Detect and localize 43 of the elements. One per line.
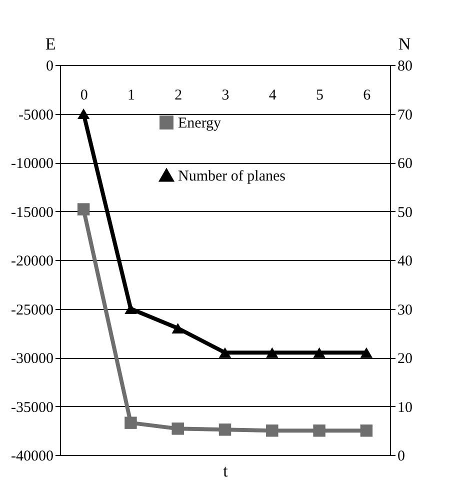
point: [172, 322, 184, 334]
x-tick-label: 3: [222, 88, 230, 104]
y2-tick-label: 40: [398, 254, 412, 270]
y2-axis-title: N: [398, 34, 411, 54]
legend-label: Energy: [178, 116, 222, 132]
x-tick-label: 5: [316, 88, 324, 104]
y2-tick-label: 0: [398, 448, 405, 464]
y-tick-label: -10000: [11, 156, 54, 172]
point: [360, 347, 373, 358]
point: [313, 347, 326, 358]
y-tick-label: -35000: [11, 400, 54, 416]
y2-tick-label: 60: [398, 156, 412, 172]
y2-tick-label: 50: [398, 204, 412, 221]
y-tick-label: 0: [46, 58, 54, 74]
point: [360, 424, 373, 437]
y2-tick-label: 30: [398, 302, 412, 318]
x-tick-label: 1: [127, 88, 135, 104]
y-tick-label: -30000: [11, 351, 54, 367]
point: [77, 203, 90, 216]
point: [218, 347, 232, 358]
point: [172, 422, 184, 435]
point: [218, 424, 232, 436]
y-tick-label: -20000: [11, 254, 54, 270]
point: [77, 108, 90, 120]
x-tick-label: 6: [363, 88, 372, 104]
y-tick-label: -15000: [11, 204, 54, 221]
point: [124, 416, 137, 429]
y2-tick-label: 80: [398, 58, 412, 74]
y2-tick-label: 10: [398, 400, 412, 416]
x-tick-label: 0: [80, 88, 88, 104]
legend-label: Number of planes: [178, 168, 286, 184]
y2-tick-label: 70: [398, 107, 412, 124]
point: [266, 424, 278, 437]
point: [313, 424, 326, 437]
x-tick-label: 2: [174, 88, 182, 104]
point: [266, 347, 278, 358]
y-axis-title: E: [45, 34, 56, 54]
x-axis-title: t: [223, 462, 228, 480]
y-tick-label: -5000: [18, 107, 54, 124]
y2-tick-label: 20: [398, 351, 412, 367]
y-tick-label: -40000: [11, 448, 54, 464]
x-tick-label: 4: [268, 88, 277, 104]
y-tick-label: -25000: [11, 302, 54, 318]
